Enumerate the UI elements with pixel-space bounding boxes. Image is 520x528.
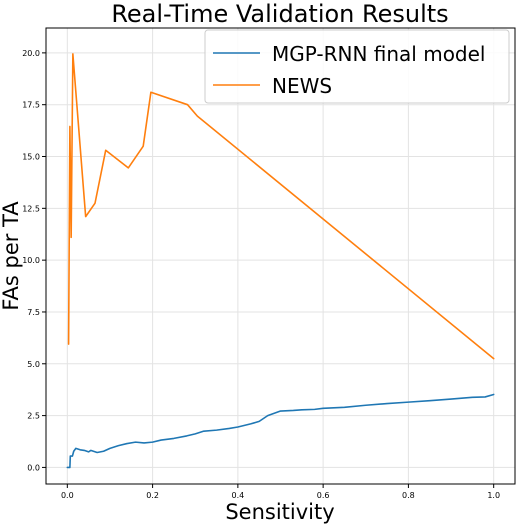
- y-tick-label: 10.0: [22, 256, 40, 265]
- y-tick-label: 12.5: [22, 204, 40, 213]
- legend: MGP-RNN final model NEWS: [204, 29, 510, 104]
- legend-label-mgp-rnn: MGP-RNN final model: [272, 42, 486, 66]
- x-axis-label: Sensitivity: [225, 500, 334, 524]
- x-tick-label: 0.0: [61, 491, 74, 500]
- y-tick-label: 17.5: [22, 101, 40, 110]
- x-tick-label: 0.4: [231, 491, 244, 500]
- y-tick-label: 7.5: [27, 308, 40, 317]
- series-lines: [66, 53, 495, 469]
- y-tick-label: 0.0: [27, 463, 40, 472]
- y-tick-label: 2.5: [27, 412, 40, 421]
- series-line-mgp-rnn-final-model: [66, 393, 495, 469]
- y-axis-ticks: 0.0 2.5 5.0 7.5 10.0 12.5 15.0 17.5 20.0: [22, 49, 46, 472]
- x-axis-ticks: 0.0 0.2 0.4 0.6 0.8 1.0: [61, 484, 500, 500]
- chart-title: Real-Time Validation Results: [111, 0, 448, 28]
- x-tick-label: 0.8: [402, 491, 415, 500]
- plot-area-frame: [45, 27, 516, 485]
- legend-box: [204, 29, 510, 104]
- y-tick-label: 5.0: [27, 360, 40, 369]
- series-line-news: [67, 53, 495, 360]
- x-tick-label: 1.0: [487, 491, 500, 500]
- y-tick-label: 15.0: [22, 153, 40, 162]
- legend-label-news: NEWS: [272, 74, 332, 98]
- x-tick-label: 0.2: [146, 491, 159, 500]
- x-tick-label: 0.6: [317, 491, 330, 500]
- y-axis-label: FAs per TA: [0, 201, 23, 311]
- y-tick-label: 20.0: [22, 49, 40, 58]
